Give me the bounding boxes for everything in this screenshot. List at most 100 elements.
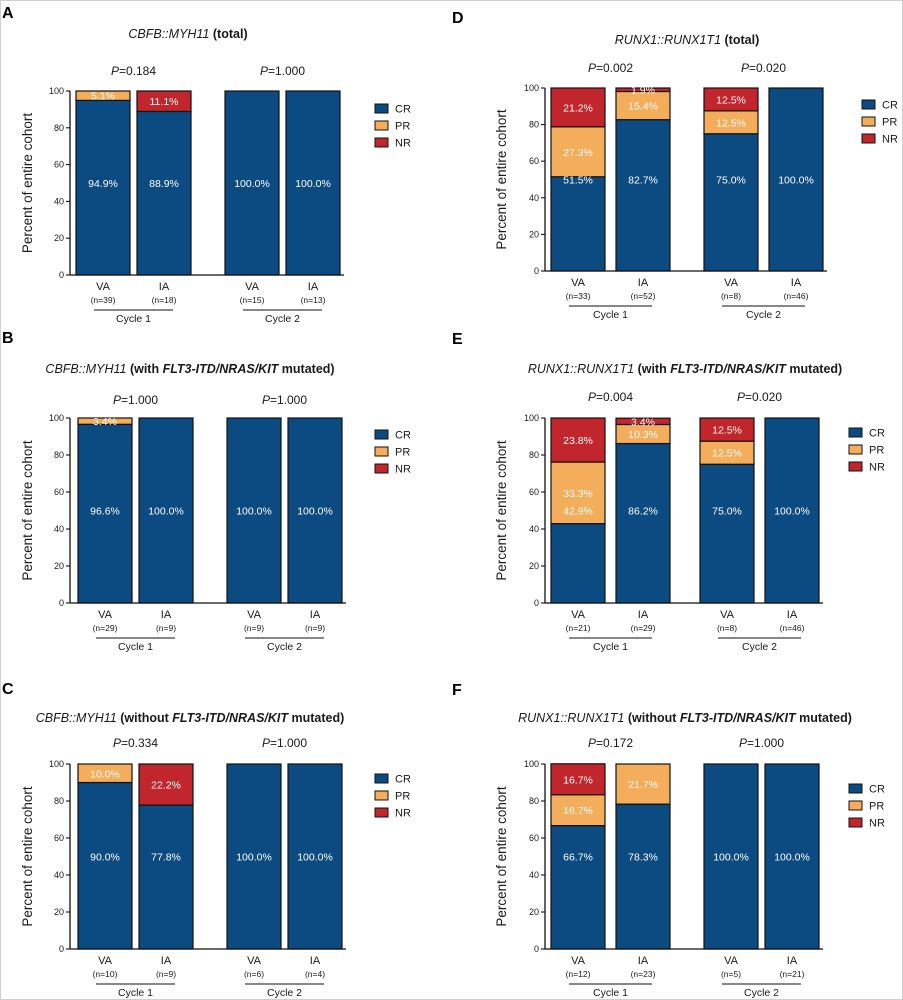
p-value-number: 0.004	[603, 390, 633, 404]
arm-label: VA	[98, 955, 113, 967]
bar-segment-nr	[615, 417, 671, 426]
cycle-label: Cycle 2	[267, 987, 302, 999]
data-label: 16.7%	[563, 774, 593, 786]
y-tick-label: 0	[534, 266, 539, 276]
panel-letter: F	[452, 682, 462, 699]
y-tick-label: 60	[529, 487, 539, 497]
legend-swatch-pr	[848, 800, 863, 811]
panel-title-part: (with	[126, 362, 162, 376]
y-axis-label: Percent of entire cohort	[20, 440, 35, 581]
data-label: 100.0%	[713, 852, 749, 864]
data-label: 82.7%	[628, 175, 658, 187]
cycle-label: Cycle 2	[267, 641, 302, 653]
data-label: 100.0%	[297, 506, 333, 518]
data-label: 51.5%	[563, 175, 593, 187]
y-axis-label: Percent of entire cohort	[494, 440, 509, 581]
bar-segment-cr	[287, 417, 343, 604]
y-tick-label: 40	[529, 524, 539, 534]
bar-segment-nr	[138, 763, 194, 806]
arm-label: IA	[310, 609, 321, 621]
legend-swatch-cr	[374, 429, 389, 440]
legend-label: CR	[395, 430, 411, 442]
bar-segment-cr	[703, 133, 759, 272]
data-label: 1.9%	[631, 85, 655, 97]
sample-size-label: (n=21)	[780, 969, 805, 979]
data-label: 15.4%	[628, 101, 658, 113]
bar-segment-nr	[703, 87, 759, 112]
y-tick-label: 80	[529, 120, 539, 130]
p-value-equals: =	[270, 736, 277, 750]
cycle-label: Cycle 1	[593, 987, 628, 999]
sample-size-label: (n=18)	[152, 295, 177, 305]
legend-label: CR	[395, 774, 411, 786]
data-label: 33.3%	[563, 488, 593, 500]
panel-title: RUNX1::RUNX1T1 (total)	[615, 33, 759, 47]
bar-segment-cr	[550, 523, 606, 604]
data-label: 100.0%	[236, 506, 272, 518]
p-value-label: P=0.184	[111, 64, 156, 78]
bar-segment-nr	[699, 417, 755, 442]
sample-size-label: (n=8)	[717, 623, 737, 633]
y-tick-label: 0	[534, 598, 539, 608]
p-value-label: P=0.020	[737, 390, 782, 404]
data-label: 100.0%	[774, 506, 810, 518]
legend-label: PR	[395, 121, 410, 133]
sample-size-label: (n=10)	[93, 969, 118, 979]
panel-title-part: RUNX1::RUNX1T1	[615, 33, 721, 47]
bar-segment-cr	[768, 87, 824, 272]
data-label: 96.6%	[90, 506, 120, 518]
legend-swatch-nr	[848, 461, 863, 472]
y-axis-label: Percent of entire cohort	[494, 109, 509, 250]
p-value-symbol: P	[262, 393, 270, 407]
bar-segment-cr	[224, 90, 280, 276]
arm-label: VA	[720, 609, 735, 621]
y-tick-label: 80	[54, 796, 64, 806]
y-tick-label: 0	[59, 270, 64, 280]
panel-title-part: (total)	[721, 33, 759, 47]
legend-label: PR	[395, 791, 410, 803]
y-tick-label: 40	[54, 524, 64, 534]
legend-swatch-nr	[374, 463, 389, 474]
legend-swatch-cr	[861, 99, 876, 110]
data-label: 88.9%	[149, 178, 179, 190]
panel-title-part: CBFB::MYH11	[128, 27, 209, 41]
legend-swatch-cr	[848, 427, 863, 438]
panel-title-part: FLT3-ITD/NRAS/KIT	[172, 711, 289, 725]
y-tick-label: 0	[534, 944, 539, 954]
p-value-number: 0.172	[603, 736, 633, 750]
y-tick-label: 100	[524, 759, 539, 769]
panel-title: CBFB::MYH11 (total)	[128, 27, 247, 41]
p-value-label: P=1.000	[262, 736, 307, 750]
y-tick-label: 60	[54, 487, 64, 497]
legend-swatch-nr	[848, 817, 863, 828]
p-value-equals: =	[749, 61, 756, 75]
p-value-number: 1.000	[275, 64, 305, 78]
p-value-label: P=0.004	[588, 390, 633, 404]
p-value-label: P=0.020	[741, 61, 786, 75]
y-tick-label: 20	[529, 229, 539, 239]
p-value-equals: =	[596, 736, 603, 750]
p-value-symbol: P	[737, 390, 745, 404]
panel-letter: E	[452, 331, 463, 348]
p-value-label: P=1.000	[260, 64, 305, 78]
arm-label: VA	[247, 609, 262, 621]
panel-title-part: mutated)	[278, 362, 334, 376]
bar-segment-pr	[615, 763, 671, 805]
p-value-label: P=0.002	[588, 61, 633, 75]
data-label: 100.0%	[236, 852, 272, 864]
p-value-symbol: P	[262, 736, 270, 750]
legend-label: PR	[869, 445, 884, 457]
sample-size-label: (n=46)	[780, 623, 805, 633]
sample-size-label: (n=21)	[566, 623, 591, 633]
sample-size-label: (n=6)	[244, 969, 264, 979]
y-tick-label: 60	[54, 833, 64, 843]
bar-segment-cr	[699, 463, 755, 604]
cycle-label: Cycle 2	[265, 313, 300, 325]
data-label: 10.0%	[90, 768, 120, 780]
data-label: 75.0%	[716, 175, 746, 187]
sample-size-label: (n=39)	[91, 295, 116, 305]
